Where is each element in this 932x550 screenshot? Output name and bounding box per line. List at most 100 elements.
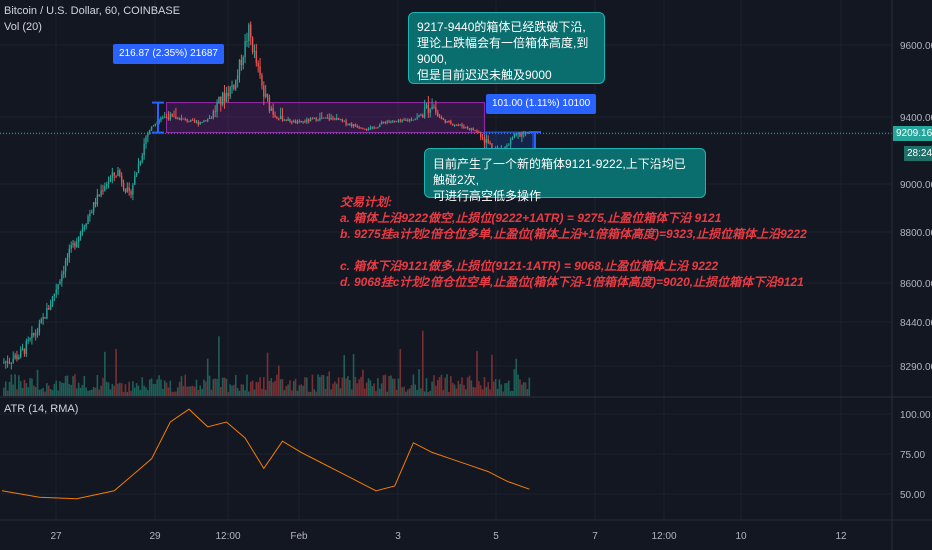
candle-body [332, 117, 334, 119]
volume-label[interactable]: Vol (20) [4, 21, 42, 33]
volume-bar [229, 384, 231, 396]
candle-body [515, 133, 517, 135]
candle-body [450, 121, 452, 124]
volume-bar [313, 389, 316, 396]
volume-bar [66, 375, 69, 396]
candle-body [375, 127, 377, 129]
candle-body [416, 117, 418, 119]
volume-bar [384, 374, 387, 396]
volume-bar [208, 375, 211, 396]
volume-bar [221, 377, 224, 396]
candle-body [444, 119, 446, 123]
volume-bar [315, 391, 317, 396]
candle-body [190, 119, 192, 122]
volume-bar [423, 391, 426, 396]
candle-body [139, 161, 142, 165]
candle-body [339, 119, 342, 121]
candle-body [201, 122, 203, 124]
candle-body [394, 120, 396, 122]
x-tick-label: 5 [493, 531, 499, 542]
volume-bar [362, 369, 364, 396]
volume-bar [421, 330, 424, 396]
candle-body [491, 143, 493, 151]
candle-body [264, 93, 267, 97]
volume-bar [233, 384, 235, 396]
candle-body [76, 241, 78, 247]
candle-body [128, 187, 130, 192]
candle-body [414, 118, 416, 120]
volume-bar [195, 379, 198, 396]
volume-bar [511, 390, 514, 396]
volume-bar [122, 391, 125, 396]
volume-bar [53, 383, 56, 396]
candle-body [233, 85, 235, 89]
measure-label-right[interactable]: 101.00 (1.11%) 10100 [486, 94, 597, 114]
candle-body [459, 124, 461, 126]
volume-bar [173, 391, 175, 396]
volume-bar [401, 387, 403, 396]
candle-body [120, 175, 123, 183]
candle-body [438, 116, 441, 119]
candle-body [343, 120, 345, 122]
candle-body [309, 118, 312, 122]
callout-top[interactable]: 9217-9440的箱体已经跌破下沿, 理论上跌幅会有一倍箱体高度,到9000,… [408, 12, 605, 84]
volume-bar [392, 378, 394, 396]
x-tick-label: 27 [50, 531, 62, 542]
volume-bar [302, 385, 304, 396]
volume-bar [102, 377, 104, 396]
atr-label[interactable]: ATR (14, RMA) [4, 403, 79, 415]
volume-bar [139, 389, 142, 396]
trade-plan[interactable]: 交易计划: a. 箱体上沿9222做空,止损位(9222+1ATR) = 927… [340, 194, 807, 290]
candle-body [485, 139, 488, 143]
candle-body [130, 191, 132, 195]
volume-bar [79, 387, 82, 396]
volume-bar [180, 376, 183, 396]
volume-bar [212, 379, 215, 396]
candle-body [137, 164, 140, 173]
volume-bar [322, 375, 325, 396]
volume-bar [109, 389, 112, 396]
volume-bar [438, 376, 441, 396]
candle-body [55, 289, 57, 294]
candle-body [126, 187, 128, 192]
volume-bar [29, 378, 31, 396]
volume-bar [178, 381, 181, 396]
measure-label-left[interactable]: 216.87 (2.35%) 21687 [113, 44, 224, 64]
candle-body [429, 109, 431, 113]
volume-bar [85, 387, 87, 396]
candle-body [373, 127, 375, 129]
candle-body [487, 139, 489, 143]
candle-body [336, 117, 338, 121]
candle-body [474, 130, 476, 132]
candle-body [29, 338, 31, 340]
measure-tools [152, 101, 541, 154]
candle-body [371, 127, 373, 129]
volume-bar [304, 377, 306, 396]
plan-line-b: b. 9275挂a计划2倍仓位多单,止盈位(箱体上沿+1倍箱体高度)=9323,… [340, 227, 807, 241]
candle-body [182, 118, 185, 120]
volume-bar [120, 383, 123, 396]
countdown-tag: 28:24 [904, 146, 932, 161]
candle-body [34, 334, 37, 336]
candle-body [384, 122, 387, 124]
volume-bar [44, 391, 46, 396]
x-tick-label: Feb [290, 531, 308, 542]
candle-body [227, 93, 229, 97]
volume-bar [300, 384, 302, 396]
volume-bar [25, 383, 28, 396]
volume-bar [334, 381, 336, 396]
volume-bar [281, 378, 284, 396]
volume-bar [132, 381, 134, 396]
volume-bar [38, 389, 41, 396]
volume-bar [261, 388, 263, 396]
candle-body [162, 117, 164, 119]
candle-body [14, 354, 16, 359]
candle-body [326, 117, 329, 119]
candle-body [141, 155, 143, 162]
candle-body [51, 296, 54, 305]
symbol-title[interactable]: Bitcoin / U.S. Dollar, 60, COINBASE [4, 5, 181, 17]
candle-body [173, 116, 175, 118]
candle-body [307, 119, 310, 122]
callout-mid[interactable]: 目前产生了一个新的箱体9121-9222,上下沿均已触碰2次, 可进行高空低多操… [424, 148, 706, 203]
